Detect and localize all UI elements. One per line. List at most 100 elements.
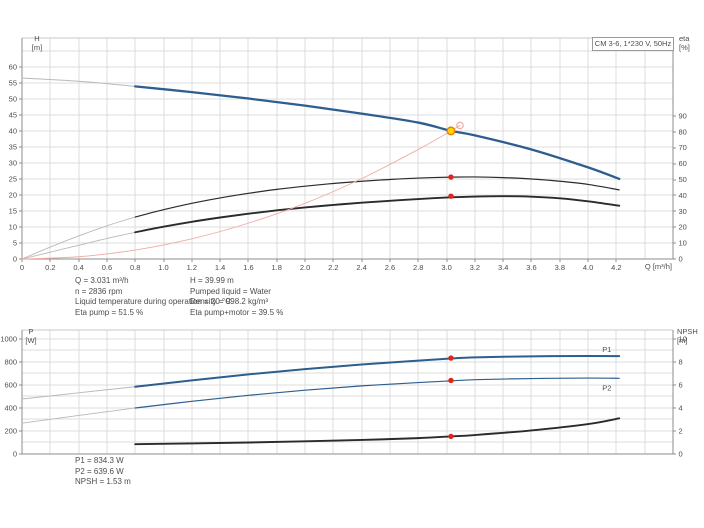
qh-eta-chart-grid bbox=[22, 38, 673, 259]
qh-eta-chart-tick-labels: 0 5 10 15 20 25 30 35 40 45 50 55 60 0 10 20 30 40 50 60 70 8… bbox=[9, 62, 687, 272]
qh-eta-chart-series bbox=[21, 77, 621, 260]
svg-text:1.8: 1.8 bbox=[272, 263, 282, 272]
svg-text:1.0: 1.0 bbox=[158, 263, 168, 272]
svg-text:60: 60 bbox=[679, 159, 687, 168]
svg-text:3.6: 3.6 bbox=[526, 263, 536, 272]
svg-text:70: 70 bbox=[679, 143, 687, 152]
info-p1: P1 = 834.3 W bbox=[75, 456, 124, 465]
eta-pump-duty-point bbox=[448, 174, 454, 180]
svg-text:0.8: 0.8 bbox=[130, 263, 140, 272]
svg-text:50: 50 bbox=[679, 175, 687, 184]
p-axis-title-line1: P bbox=[28, 327, 34, 336]
svg-text:2.8: 2.8 bbox=[413, 263, 423, 272]
svg-text:0.6: 0.6 bbox=[102, 263, 112, 272]
p2-curve bbox=[134, 377, 620, 409]
npsh-curve bbox=[134, 417, 621, 446]
p1-curve bbox=[134, 354, 621, 388]
info-pumped-liquid: Pumped liquid = Water bbox=[190, 286, 271, 296]
qh-eta-chart-axes bbox=[19, 37, 676, 262]
svg-text:0: 0 bbox=[13, 255, 17, 264]
info-liquid-temp: Liquid temperature during operation = 20… bbox=[75, 297, 231, 307]
eta-pump-curve-extrapolated bbox=[21, 216, 136, 260]
svg-text:25: 25 bbox=[9, 174, 17, 183]
svg-text:1.6: 1.6 bbox=[243, 263, 253, 272]
system-curve bbox=[21, 124, 461, 260]
q-axis-title: Q [m³/h] bbox=[644, 262, 672, 271]
p2-curve-extrapolated bbox=[21, 407, 136, 424]
svg-text:4.2: 4.2 bbox=[611, 263, 621, 272]
svg-text:2: 2 bbox=[679, 426, 683, 435]
p-axis-title: P [W] bbox=[22, 327, 40, 345]
power-npsh-chart-markers bbox=[448, 355, 454, 440]
svg-text:30: 30 bbox=[9, 158, 17, 167]
p1-duty-point bbox=[448, 355, 454, 361]
svg-text:40: 40 bbox=[9, 126, 17, 135]
info-npsh: NPSH = 1.53 m bbox=[75, 477, 131, 487]
svg-text:0.4: 0.4 bbox=[73, 263, 83, 272]
svg-text:3.0: 3.0 bbox=[441, 263, 451, 272]
eta-pump-motor-duty-point bbox=[448, 193, 454, 199]
svg-text:0.2: 0.2 bbox=[45, 263, 55, 272]
h-axis-title-line2: [m] bbox=[31, 43, 43, 52]
svg-text:35: 35 bbox=[9, 142, 17, 151]
npsh-axis-title: NPSH [m] bbox=[677, 327, 698, 345]
info-speed: n = 2836 rpm bbox=[75, 286, 123, 296]
duty-point bbox=[446, 126, 456, 136]
svg-text:0: 0 bbox=[13, 450, 17, 459]
npsh-duty-point bbox=[448, 433, 454, 440]
svg-text:400: 400 bbox=[4, 403, 17, 412]
svg-text:1000: 1000 bbox=[0, 334, 17, 343]
svg-text:10: 10 bbox=[9, 222, 17, 231]
info-eta-pump: Eta pump = 51.5 % bbox=[75, 307, 144, 317]
eta-axis-title: eta [%] bbox=[679, 34, 690, 52]
svg-text:50: 50 bbox=[9, 94, 17, 103]
svg-text:0: 0 bbox=[20, 263, 24, 272]
svg-text:1.4: 1.4 bbox=[215, 263, 225, 272]
svg-text:20: 20 bbox=[679, 223, 687, 232]
p1-curve-extrapolated bbox=[21, 386, 136, 400]
svg-text:4: 4 bbox=[679, 403, 683, 412]
eta-axis-title-line1: eta bbox=[679, 34, 690, 43]
svg-text:4.0: 4.0 bbox=[583, 263, 593, 272]
svg-text:45: 45 bbox=[9, 110, 17, 119]
svg-text:200: 200 bbox=[4, 426, 17, 435]
npsh-axis-title-line1: NPSH bbox=[677, 327, 698, 336]
pump-type-legend: CM 3-6, 1*230 V, 50Hz bbox=[592, 37, 674, 51]
h-axis-title: H [m] bbox=[26, 34, 48, 52]
svg-text:2.6: 2.6 bbox=[385, 263, 395, 272]
info-head: H = 39.99 m bbox=[190, 276, 234, 285]
svg-text:10: 10 bbox=[679, 334, 687, 343]
duty-info-right: H = 39.99 m Pumped liquid = Water Densit… bbox=[190, 276, 283, 318]
power-npsh-chart-axes bbox=[19, 329, 676, 455]
curve-label-p1: P1 bbox=[602, 345, 611, 354]
svg-text:2.2: 2.2 bbox=[328, 263, 338, 272]
svg-text:80: 80 bbox=[679, 127, 687, 136]
info-q: Q = 3.031 m³/h bbox=[75, 276, 129, 285]
eta-axis-title-line2: [%] bbox=[679, 43, 690, 52]
head-curve bbox=[134, 85, 621, 181]
p-axis-title-line2: [W] bbox=[25, 336, 37, 345]
svg-text:20: 20 bbox=[9, 190, 17, 199]
svg-text:2.0: 2.0 bbox=[300, 263, 310, 272]
power-npsh-chart-grid bbox=[22, 330, 673, 454]
h-axis-title-line1: H bbox=[34, 34, 40, 43]
requested-duty-point bbox=[456, 121, 464, 130]
svg-text:2.4: 2.4 bbox=[356, 263, 366, 272]
power-info-block: P1 = 834.3 W P2 = 639.6 W NPSH = 1.53 m bbox=[75, 456, 131, 488]
svg-text:0: 0 bbox=[679, 450, 683, 459]
duty-info-left: Q = 3.031 m³/h n = 2836 rpm Liquid tempe… bbox=[75, 276, 231, 318]
svg-text:1.2: 1.2 bbox=[187, 263, 197, 272]
svg-text:6: 6 bbox=[679, 380, 683, 389]
svg-text:15: 15 bbox=[9, 206, 17, 215]
svg-text:40: 40 bbox=[679, 191, 687, 200]
svg-text:600: 600 bbox=[4, 380, 17, 389]
svg-text:5: 5 bbox=[13, 238, 17, 247]
qh-eta-chart-markers bbox=[446, 121, 464, 199]
curve-label-p2: P2 bbox=[602, 384, 611, 393]
svg-text:8: 8 bbox=[679, 357, 683, 366]
svg-text:90: 90 bbox=[679, 111, 687, 120]
info-density: Density = 998.2 kg/m³ bbox=[190, 297, 269, 307]
svg-text:3.8: 3.8 bbox=[555, 263, 565, 272]
